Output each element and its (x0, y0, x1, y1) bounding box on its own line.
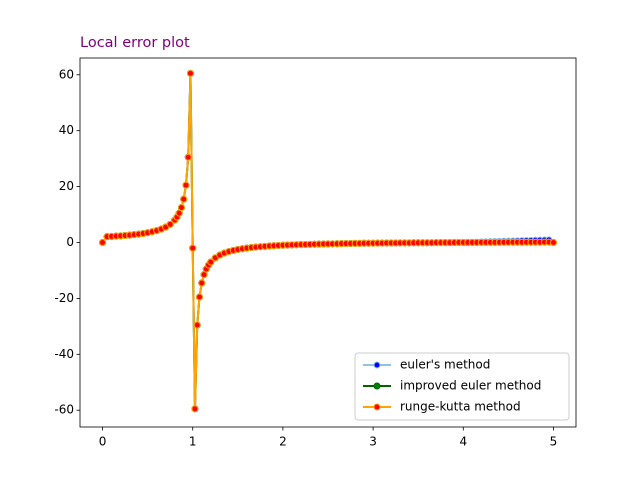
legend-marker (373, 382, 381, 390)
data-point (177, 204, 185, 212)
data-point (191, 405, 199, 413)
data-point (198, 279, 206, 287)
legend-label: improved euler method (400, 379, 541, 393)
y-tick-label: 0 (66, 235, 74, 249)
chart-title: Local error plot (80, 35, 190, 51)
data-point (180, 195, 188, 203)
data-point (184, 153, 192, 161)
y-tick-label: -40 (54, 347, 74, 361)
y-tick-label: -60 (54, 403, 74, 417)
data-point (186, 69, 194, 77)
y-tick-label: 20 (59, 179, 74, 193)
y-tick-label: -20 (54, 291, 74, 305)
x-tick-label: 1 (189, 435, 197, 449)
legend-box (354, 352, 570, 421)
legend-label: runge-kutta method (400, 400, 521, 414)
data-point (193, 321, 201, 329)
legend-label: euler's method (400, 358, 490, 372)
data-point (549, 239, 557, 246)
data-point (182, 181, 190, 189)
legend-marker (373, 403, 381, 411)
axes-frame (79, 57, 577, 428)
plot-area (99, 69, 557, 413)
x-tick-label: 0 (99, 435, 107, 449)
y-tick-label: 40 (59, 123, 74, 137)
data-point (207, 258, 215, 266)
y-tick-label: 60 (59, 67, 74, 81)
data-point (189, 244, 197, 252)
legend-marker (373, 361, 381, 369)
x-tick-label: 5 (550, 435, 558, 449)
x-tick-label: 3 (369, 435, 377, 449)
x-tick-label: 4 (459, 435, 467, 449)
data-point (99, 239, 107, 246)
data-point (195, 293, 203, 301)
data-point (166, 220, 174, 228)
x-tick-label: 2 (279, 435, 287, 449)
